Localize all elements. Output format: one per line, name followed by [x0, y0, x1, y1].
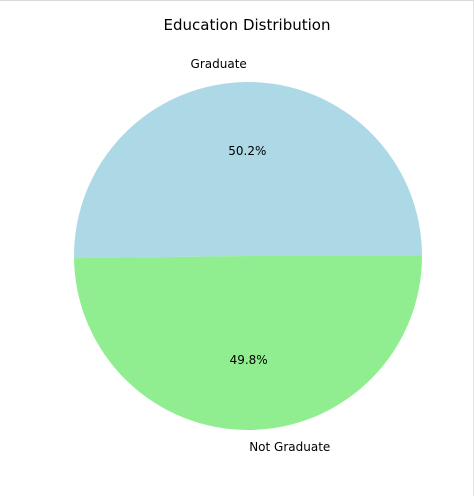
slice-label-graduate: Graduate	[191, 57, 247, 71]
slice-percent-graduate: 50.2%	[228, 144, 266, 158]
slice-percent-not-graduate: 49.8%	[230, 353, 268, 367]
pie-slices	[73, 81, 423, 430]
pie-labels: Graduate 50.2% Not Graduate 49.8%	[191, 57, 331, 454]
pie-slice-graduate	[73, 81, 422, 259]
pie-slice-not-graduate	[74, 256, 423, 430]
slice-label-not-graduate: Not Graduate	[249, 440, 330, 454]
chart-title: Education Distribution	[164, 16, 331, 34]
top-border-line	[0, 0, 474, 1]
